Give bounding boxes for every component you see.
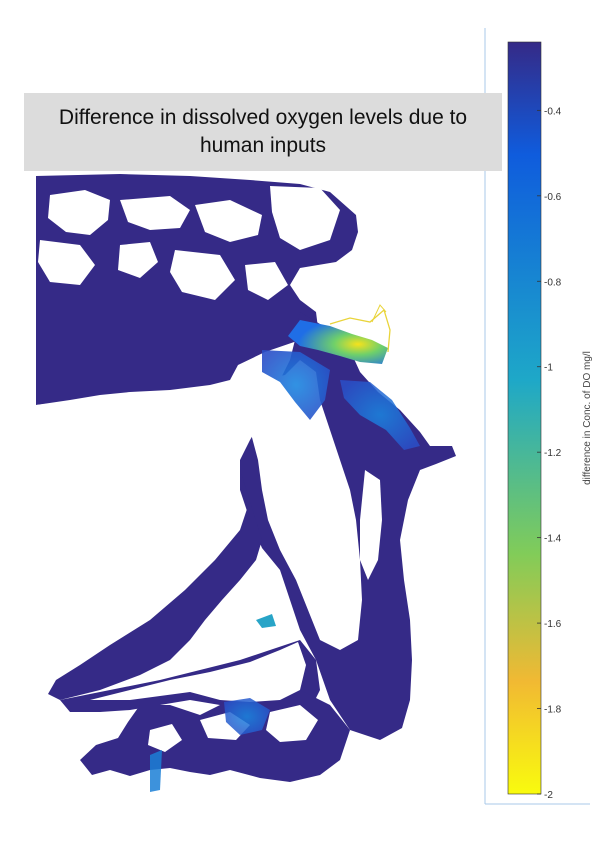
island (245, 262, 288, 300)
colorbar-tick-label: -0.8 (544, 277, 562, 288)
hotspot-south-inlet (224, 698, 270, 735)
hotspot-small-inlet (256, 614, 276, 628)
hotspot-east-inlet (340, 380, 420, 450)
peninsula (230, 360, 362, 650)
land-masses (36, 186, 382, 752)
hood-canal-arm (48, 470, 262, 700)
island (266, 705, 318, 742)
island (118, 242, 158, 278)
hotspot-north-inlet (288, 320, 388, 364)
colorbar-tick-label: -1.8 (544, 705, 562, 716)
hotspot-central-basin (262, 350, 330, 420)
island (120, 196, 190, 230)
colorbar-tick-label: -2 (544, 790, 553, 801)
colorbar-tick-label: -1 (544, 363, 553, 374)
colorbar: -0.4 -0.6 -0.8 -1 -1.2 -1.4 -1.6 -1.8 -2 differe… (507, 41, 593, 801)
peninsula (36, 388, 240, 670)
colorbar-axis-label: difference in Conc. of DO mg/l (582, 351, 593, 485)
river-stream (371, 304, 387, 323)
map-title-line-1: Difference in dissolved oxygen levels du… (58, 106, 468, 129)
island (360, 470, 382, 580)
map-title-box: Difference in dissolved oxygen levels du… (24, 93, 502, 171)
island (270, 186, 340, 250)
colorbar-tick-label: -0.4 (544, 106, 562, 117)
island (300, 275, 318, 300)
island (195, 200, 262, 242)
low-oxygen-hotspots (150, 304, 420, 792)
hotspot-south-west (150, 750, 162, 792)
peninsula (90, 642, 306, 702)
colorbar-tick-label: -0.6 (544, 192, 562, 203)
map-title-line-2: human inputs (199, 134, 327, 157)
colorbar-gradient (507, 41, 542, 795)
colorbar-ticks: -0.4 -0.6 -0.8 -1 -1.2 -1.4 -1.6 -1.8 -2 (537, 106, 562, 801)
island (148, 724, 182, 752)
colorbar-tick-label: -1.6 (544, 619, 562, 630)
island (48, 190, 110, 235)
hotspot-river-mouth (329, 308, 391, 353)
colorbar-tick-label: -1.4 (544, 534, 562, 545)
island (38, 240, 95, 285)
colorbar-tick-label: -1.2 (544, 448, 562, 459)
island (170, 250, 235, 300)
